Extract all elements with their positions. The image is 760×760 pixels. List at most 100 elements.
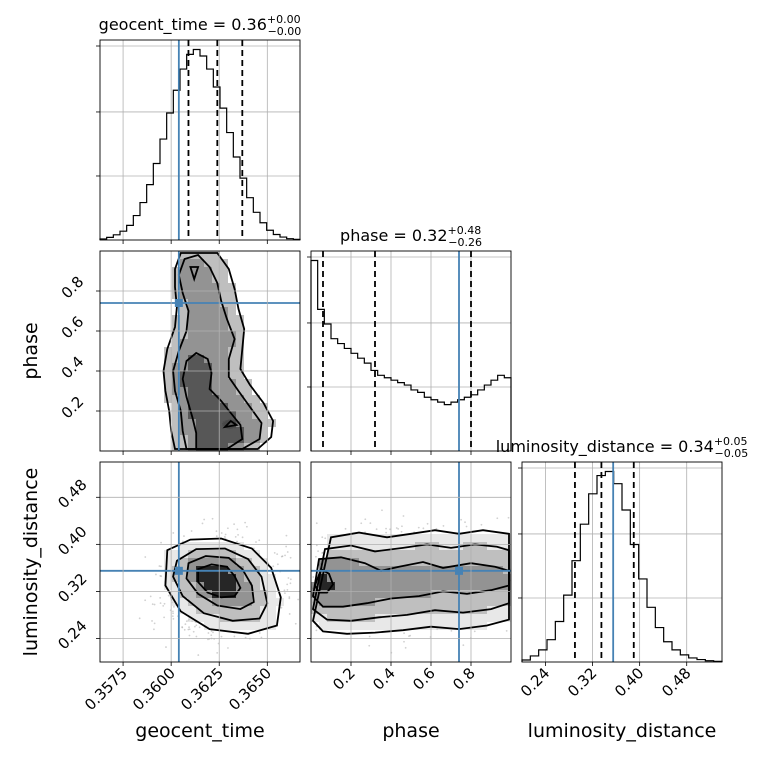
sample-point (220, 635, 223, 638)
density-bin (399, 542, 407, 550)
sample-point (303, 599, 305, 601)
density-bin (244, 395, 252, 403)
density-bin (415, 574, 423, 582)
density-bin (503, 542, 511, 550)
sample-point (187, 628, 190, 631)
density-bin (204, 259, 212, 267)
density-bin (220, 283, 228, 291)
sample-point (237, 533, 239, 536)
density-bin (375, 606, 383, 614)
density-bin (236, 403, 244, 411)
sample-point (163, 616, 166, 619)
density-bin (172, 371, 180, 379)
density-bin (479, 558, 487, 566)
density-bin (204, 307, 212, 315)
x-axis-label-luminosity_distance: luminosity_distance (528, 720, 717, 742)
contour-level (312, 529, 510, 635)
sample-point (286, 589, 289, 591)
sample-point (211, 517, 214, 520)
sample-point (234, 535, 237, 538)
panel-frame (99, 461, 301, 663)
density-bin (383, 574, 391, 582)
density-bin (212, 419, 220, 427)
density-bin (439, 558, 447, 566)
sample-point (544, 592, 546, 594)
x-tick-label: 0.3650 (225, 664, 275, 714)
density-bin (415, 614, 423, 622)
density-bin (204, 267, 212, 275)
sample-point (369, 522, 372, 524)
density-bin (204, 598, 212, 606)
density-bin (164, 582, 172, 590)
sample-point (288, 596, 291, 598)
sample-point (317, 550, 320, 553)
density-bin (196, 419, 204, 427)
density-bin (228, 542, 236, 550)
density-bin (228, 371, 236, 379)
density-bin (172, 379, 180, 387)
sample-point (464, 521, 466, 524)
sample-point (400, 530, 403, 533)
density-bin (196, 550, 204, 558)
density-bin (252, 435, 260, 443)
density-bin (487, 550, 495, 558)
density-bin (180, 363, 188, 371)
density-bin (244, 590, 252, 598)
density-bin (439, 614, 447, 622)
density-bin (204, 395, 212, 403)
density-bin (351, 574, 359, 582)
density-bin (415, 622, 423, 630)
density-bin (423, 606, 431, 614)
density-bin (260, 419, 268, 427)
density-bin (244, 598, 252, 606)
sample-point (403, 632, 405, 635)
y-tick-label: 0.32 (54, 570, 90, 606)
density-bin (196, 267, 204, 275)
density-bin (188, 542, 196, 550)
sample-point (344, 527, 347, 530)
density-bin (463, 558, 471, 566)
sample-point (149, 595, 152, 598)
density-bin (212, 403, 220, 411)
density-bin (236, 347, 244, 355)
density-bin (164, 371, 172, 379)
density-bin (383, 558, 391, 566)
sample-point (245, 525, 248, 528)
sample-point (422, 527, 425, 530)
sample-point (183, 628, 186, 631)
density-bin (180, 347, 188, 355)
density-bin (359, 622, 367, 630)
sample-point (294, 584, 296, 586)
density-bin (423, 598, 431, 606)
density-bin (439, 550, 447, 558)
density-bin (503, 590, 511, 598)
density-bin (327, 550, 335, 558)
density-bin (327, 590, 335, 598)
density-bin (423, 614, 431, 622)
sample-point (184, 623, 187, 626)
sample-point (308, 604, 310, 606)
sample-point (496, 517, 499, 520)
density-bin (367, 622, 375, 630)
sample-point (307, 611, 309, 613)
density-bin (319, 598, 327, 606)
histogram-geocent_time (99, 48, 301, 240)
density-bin (463, 582, 471, 590)
density-bin (236, 443, 244, 451)
density-bin (335, 550, 343, 558)
density-bin (212, 339, 220, 347)
density-bin (487, 558, 495, 566)
density-bin (188, 443, 196, 451)
density-bin (188, 275, 196, 283)
density-bin (383, 542, 391, 550)
sample-point (315, 522, 318, 525)
density-bin (447, 542, 455, 550)
panel-title-phase: phase = 0.32+0.48 −0.26 (340, 224, 482, 249)
density-bin (471, 550, 479, 558)
sample-point (160, 541, 162, 544)
sample-point (283, 585, 285, 587)
density-bin (479, 534, 487, 542)
sample-point (291, 594, 293, 596)
sample-point (529, 571, 531, 573)
